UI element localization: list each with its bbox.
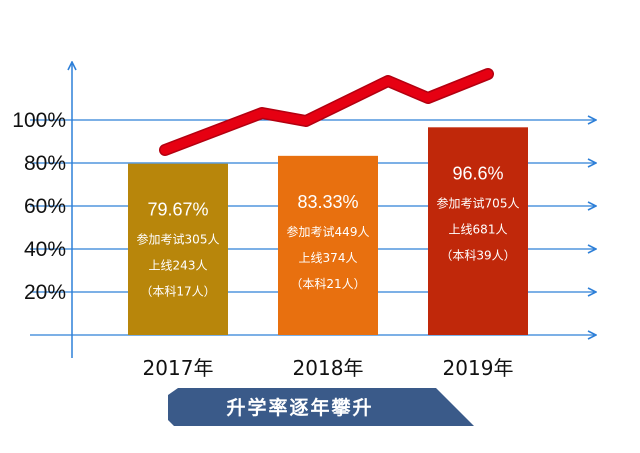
banner-shape bbox=[168, 388, 474, 426]
bars bbox=[128, 127, 528, 335]
x-tick-labels: 2017年 2018年 2019年 bbox=[143, 356, 514, 380]
y-tick-label: 100% bbox=[12, 109, 66, 132]
bar bbox=[428, 127, 528, 335]
data-label-note: 参加考试305人 bbox=[137, 232, 220, 247]
y-tick-label: 60% bbox=[24, 195, 66, 218]
data-label-value: 83.33% bbox=[297, 192, 358, 212]
data-label-note: （本科39人） bbox=[440, 248, 515, 262]
data-label-note: 上线243人 bbox=[149, 259, 208, 273]
data-label-note: （本科21人） bbox=[290, 277, 365, 291]
data-label-note: 参加考试705人 bbox=[437, 195, 520, 210]
bar bbox=[128, 163, 228, 335]
x-tick-label: 2019年 bbox=[443, 356, 514, 380]
banner-text: 升学率逐年攀升 bbox=[226, 396, 373, 419]
y-tick-labels: 20% 40% 60% 80% 100% bbox=[12, 109, 66, 304]
trend-arrow bbox=[159, 68, 494, 156]
y-tick-label: 80% bbox=[24, 152, 66, 175]
data-label-note: 上线374人 bbox=[299, 251, 358, 265]
y-tick-label: 40% bbox=[24, 238, 66, 261]
data-label-value: 79.67% bbox=[147, 200, 208, 220]
x-tick-label: 2017年 bbox=[143, 356, 214, 380]
trend-arrow bbox=[160, 69, 493, 155]
bar bbox=[278, 155, 378, 335]
data-label-value: 96.6% bbox=[452, 163, 503, 183]
data-label-note: 参加考试449人 bbox=[287, 224, 370, 239]
data-label-note: （本科17人） bbox=[140, 285, 215, 299]
y-tick-label: 20% bbox=[24, 281, 66, 304]
banner: 升学率逐年攀升 bbox=[168, 388, 474, 426]
x-tick-label: 2018年 bbox=[293, 356, 364, 380]
data-label-note: 上线681人 bbox=[449, 222, 508, 236]
